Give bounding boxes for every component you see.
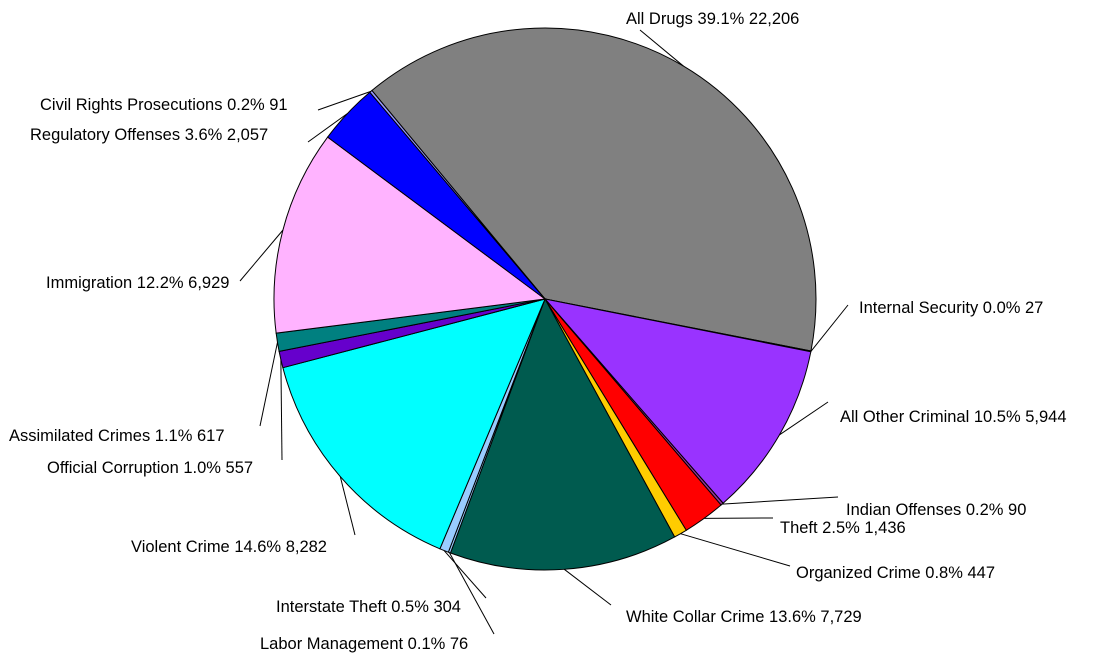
- leader-line-indian-offenses: [722, 496, 839, 505]
- label-labor-management: Labor Management 0.1% 76: [260, 635, 468, 653]
- slice-all-other-criminal: [543, 298, 812, 504]
- slice-violent-crime: [282, 298, 546, 550]
- leader-line-white-collar-crime: [563, 568, 612, 606]
- label-interstate-theft: Interstate Theft 0.5% 304: [276, 598, 461, 616]
- label-official-corruption: Official Corruption 1.0% 557: [47, 459, 253, 477]
- leader-line-all-other-criminal: [779, 401, 829, 436]
- pie-slices: [273, 27, 817, 571]
- leader-line-regulatory-offenses: [307, 113, 348, 143]
- leader-line-labor-management: [448, 552, 495, 635]
- label-indian-offenses: Indian Offenses 0.2% 90: [846, 501, 1026, 519]
- label-regulatory-offenses: Regulatory Offenses 3.6% 2,057: [30, 126, 268, 144]
- label-theft: Theft 2.5% 1,436: [780, 519, 906, 537]
- label-immigration: Immigration 12.2% 6,929: [46, 274, 229, 292]
- leader-lines: [239, 29, 849, 635]
- leader-line-violent-crime: [339, 476, 356, 536]
- leader-line-organized-crime: [680, 533, 791, 567]
- leader-line-interstate-theft: [443, 550, 487, 599]
- slice-all-drugs: [371, 27, 817, 352]
- label-violent-crime: Violent Crime 14.6% 8,282: [131, 538, 327, 556]
- leader-line-immigration: [239, 229, 284, 282]
- label-assimilated-crimes: Assimilated Crimes 1.1% 617: [9, 427, 225, 445]
- leader-line-civil-rights-prosecutions: [317, 90, 372, 111]
- leader-line-assimilated-crimes: [259, 342, 278, 427]
- label-all-drugs: All Drugs 39.1% 22,206: [626, 10, 799, 28]
- label-civil-rights-prosecutions: Civil Rights Prosecutions 0.2% 91: [40, 96, 288, 114]
- label-internal-security: Internal Security 0.0% 27: [859, 299, 1043, 317]
- leader-line-all-drugs: [639, 29, 684, 67]
- slice-labels: All Drugs 39.1% 22,206 Internal Security…: [9, 10, 1067, 653]
- label-organized-crime: Organized Crime 0.8% 447: [796, 564, 995, 582]
- leader-line-internal-security: [810, 304, 849, 352]
- leader-line-official-corruption: [280, 359, 283, 461]
- label-all-other-criminal: All Other Criminal 10.5% 5,944: [840, 408, 1067, 426]
- label-white-collar-crime: White Collar Crime 13.6% 7,729: [626, 608, 862, 626]
- slice-white-collar-crime: [449, 297, 676, 571]
